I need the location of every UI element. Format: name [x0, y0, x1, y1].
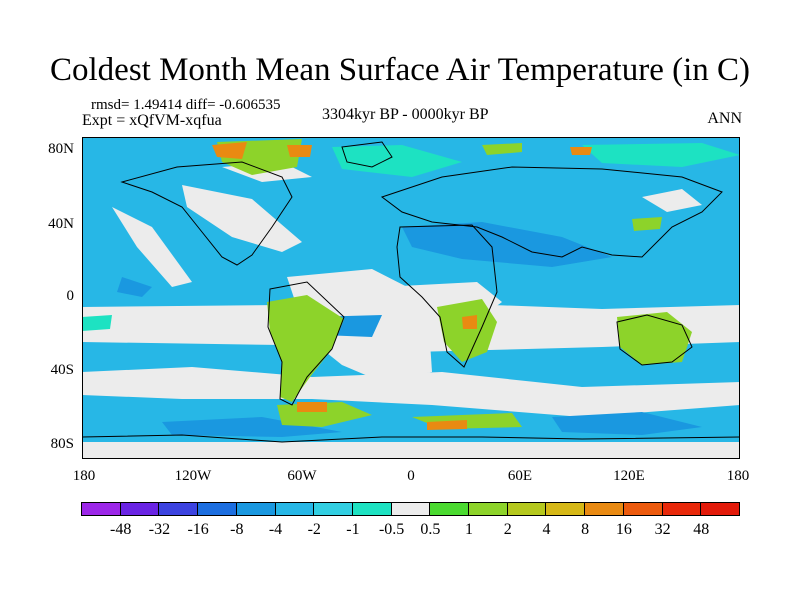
colorbar-swatch: [390, 502, 431, 516]
colorbar-label: 1: [465, 521, 474, 538]
colorbar-label: -8: [230, 521, 244, 538]
lon-tick-180w: 180: [72, 468, 96, 484]
lon-tick-60e: 60E: [507, 468, 533, 484]
lat-tick-0: 0: [66, 288, 75, 304]
colorbar-swatch: [158, 502, 199, 516]
map-title: Coldest Month Mean Surface Air Temperatu…: [50, 52, 750, 88]
colorbar-label: 8: [581, 521, 590, 538]
colorbar-swatch: [622, 502, 663, 516]
coastline-outlines: [82, 141, 740, 443]
colorbar-label: 32: [654, 521, 671, 538]
colorbar-label: 48: [693, 521, 710, 538]
colorbar-swatch: [274, 502, 315, 516]
colorbar-label: -48: [110, 521, 132, 538]
colorbar-label: -0.5: [378, 521, 405, 538]
lon-tick-60w: 60W: [287, 468, 317, 484]
colorbar-swatch: [351, 502, 392, 516]
lat-tick-40n: 40N: [48, 216, 74, 232]
colorbar-swatch: [429, 502, 470, 516]
colorbar-label: -2: [307, 521, 321, 538]
colorbar-label: -1: [346, 521, 360, 538]
colorbar-swatch: [584, 502, 624, 516]
lon-tick-180e: 180: [726, 468, 750, 484]
colorbar-label: -4: [268, 521, 283, 538]
lat-tick-40s: 40S: [50, 362, 74, 378]
colorbar-swatch: [506, 502, 547, 516]
colorbar-label: -16: [187, 521, 209, 538]
colorbar-swatch: [81, 502, 121, 516]
neutral-regions: [82, 162, 740, 459]
temperature-anomaly-map: [82, 137, 740, 459]
colorbar-label: 2: [503, 521, 512, 538]
colorbar-swatch: [197, 502, 237, 516]
lon-tick-120e: 120E: [613, 468, 645, 484]
colorbar-swatch: [545, 502, 586, 516]
rmsd-label: rmsd= 1.49414 diff= -0.606535: [91, 97, 281, 113]
teal-regions: [82, 143, 740, 331]
colorbar-label: 0.5: [420, 521, 441, 538]
colorbar-label: 4: [542, 521, 551, 538]
season-label: ANN: [707, 110, 742, 127]
colorbar-swatch: [119, 502, 160, 516]
colorbar-swatch: [661, 502, 702, 516]
colorbar-swatch: [313, 502, 353, 516]
colorbar-swatch: [468, 502, 508, 516]
lat-tick-80s: 80S: [50, 436, 74, 452]
hot-spot-regions: [212, 142, 592, 430]
map-border: [82, 137, 740, 459]
colorbar: [81, 502, 740, 516]
lon-tick-120w: 120W: [174, 468, 212, 484]
lon-tick-0: 0: [407, 468, 415, 484]
cool-anomaly-regions: [117, 222, 702, 437]
period-label: 3304kyr BP - 0000kyr BP: [322, 106, 489, 123]
colorbar-label: 16: [615, 521, 632, 538]
colorbar-swatch: [700, 502, 740, 516]
lat-tick-80n: 80N: [48, 141, 74, 157]
colorbar-label: -32: [148, 521, 171, 538]
colorbar-swatch: [235, 502, 276, 516]
experiment-label: Expt = xQfVM-xqfua: [82, 112, 222, 129]
